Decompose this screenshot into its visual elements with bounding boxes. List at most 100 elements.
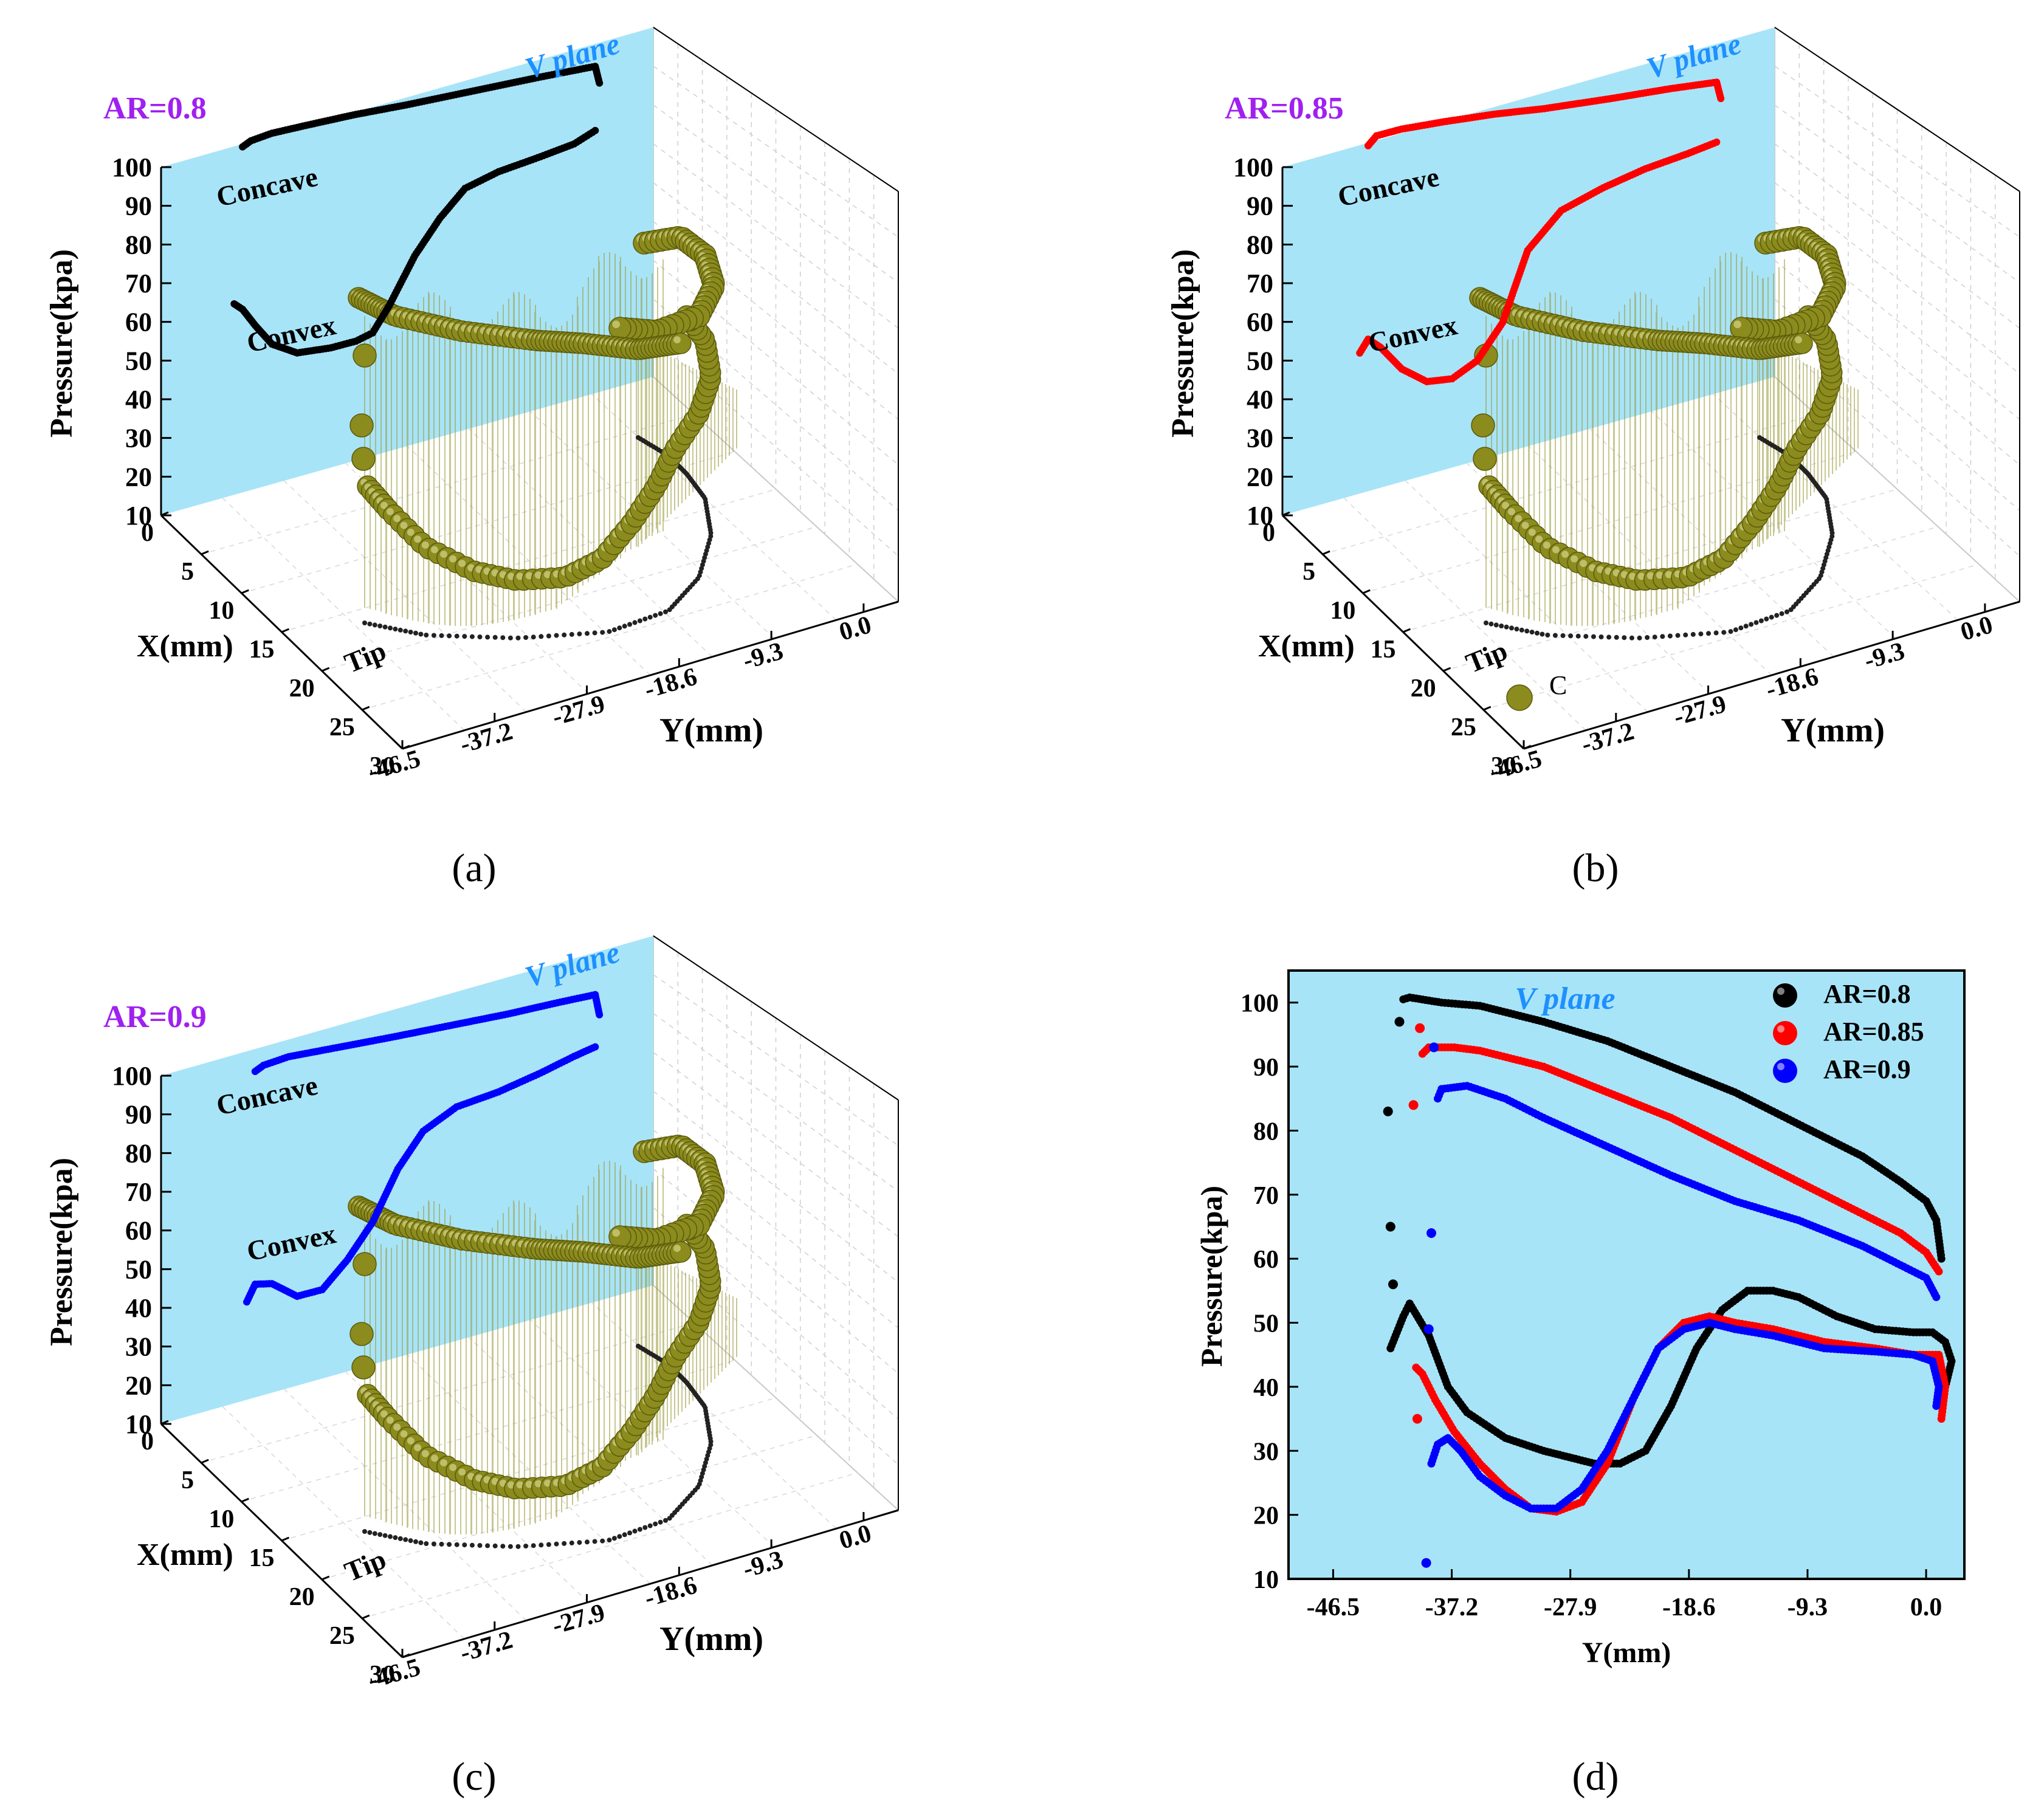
floor-grid-line [322,1434,817,1580]
z-tick-label: 10 [125,501,152,531]
back-grid-line [653,974,899,1146]
back-grid-line [653,1246,899,1465]
data-point-outlier [1408,1100,1419,1110]
blade-sphere [353,343,377,368]
floor-profile-dot [500,635,506,641]
concave-point [596,79,604,87]
floor-profile-dot [1545,633,1550,638]
blade-sphere-shine [673,1245,681,1252]
legend-sphere-icon [1506,684,1533,711]
x-tick-label: 25 [329,713,355,741]
top-edge-line [653,27,899,192]
panel-c-3d-chart: 102030405060708090100051015202530-46.5-3… [44,935,899,1799]
floor-profile-dot [462,634,467,639]
blade-sphere-shine [421,541,429,549]
floor-profile-dot [611,1536,617,1541]
floor-profile-dot [617,625,622,631]
floor-profile-dot [1758,618,1764,624]
panel-label: (a) [452,846,496,890]
blade-sphere-shine [458,560,466,567]
blade-sphere [349,413,374,438]
series-AR=0.9 [1421,1042,1943,1568]
floor-profile-dot [1529,630,1535,635]
panel-b-3d-chart: 102030405060708090100051015202530-46.5-3… [1166,26,2020,890]
floor-grid-line [241,1359,735,1502]
floor-profile-dot [485,634,490,640]
back-grid-line [653,66,899,238]
floor-profile-dot [592,1539,597,1544]
y-tick-label: 80 [1253,1118,1279,1146]
z-tick-label: 80 [125,1138,152,1168]
floor-profile-dot [642,616,648,622]
legend-marker [1773,983,1797,1008]
floor-profile-dot [607,629,612,634]
x-tick-label: -37.2 [1425,1593,1479,1621]
floor-profile [362,435,714,641]
floor-profile-dot [1645,635,1650,640]
blade-sphere-shine [449,1463,456,1471]
floor-profile-dot [663,1518,668,1523]
y-tick-label: 10 [1253,1566,1279,1594]
floor-profile-dot [1524,628,1530,634]
panel-label: (b) [1572,846,1619,890]
blade-sphere [1791,332,1813,354]
floor-profile-dot [413,630,418,636]
floor-profile-dot [622,624,627,629]
x-tick-label: 20 [289,675,315,703]
x-tick-label: -27.9 [1544,1593,1597,1621]
blade-sphere-shine [612,320,620,328]
floor-profile-dot [1652,634,1657,640]
floor-profile-dot [1784,609,1789,614]
floor-profile-dot [585,631,590,636]
floor-profile-dot [554,1541,559,1547]
floor-profile-dot [642,1525,648,1530]
x-tick [201,550,209,555]
floor-grid-line [322,526,817,672]
floor-profile-dot [1519,627,1524,633]
legend-label: AR=0.8 [1823,979,1911,1009]
z-tick-label: 20 [125,1370,152,1400]
blade-sphere-shine [1515,515,1523,523]
back-grid-line [1774,143,2020,329]
floor-profile-dot [1683,632,1688,638]
floor-profile-dot [562,632,567,638]
floor-profile-dot [492,634,498,640]
floor-profile-dot [1769,614,1774,620]
blade-sphere [349,1322,374,1346]
pressure-series [1356,78,1725,385]
x-axis-title: X(mm) [137,629,233,664]
floor-profile-dot [622,1532,627,1538]
floor-grid-line [281,489,776,633]
blade-sphere-shine [534,1480,542,1488]
z-tick-label: 100 [1233,153,1273,182]
back-grid-line [1774,260,2020,466]
x-tick [402,1653,410,1658]
x-tick [322,1575,330,1581]
blade-sphere-shine [387,1417,394,1424]
blade-sphere [351,1355,376,1380]
floor-profile-dot [632,1528,638,1534]
floor-profile-dot [523,635,529,640]
x-tick-label: 5 [1302,558,1315,586]
floor-profile-dot [469,1542,475,1548]
x-tick [281,1536,290,1542]
blade-sphere-shine [1647,572,1654,580]
data-point-outlier [1412,1414,1422,1424]
blade-sphere-shine [421,1450,429,1457]
blade-sphere-shine [1665,571,1673,579]
legend-symbol-label: C [1549,670,1567,700]
floor-profile-dot [372,1531,377,1536]
floor-profile-dot [1753,620,1759,625]
blade-sphere-shine [400,521,408,529]
x-tick-label: 0 [141,1428,154,1456]
blade-sphere-shine [508,572,515,580]
blade-sphere-shine [393,515,401,523]
floor-profile-dot [477,634,483,639]
blade-sphere-shine [400,1430,408,1438]
data-point-outlier [1385,1222,1395,1232]
z-tick-label: 40 [1247,385,1273,414]
panel-3d-group: 102030405060708090100051015202530-46.5-3… [44,26,899,786]
z-tick-label: 80 [125,230,152,260]
floor-profile-dot [439,1541,444,1547]
